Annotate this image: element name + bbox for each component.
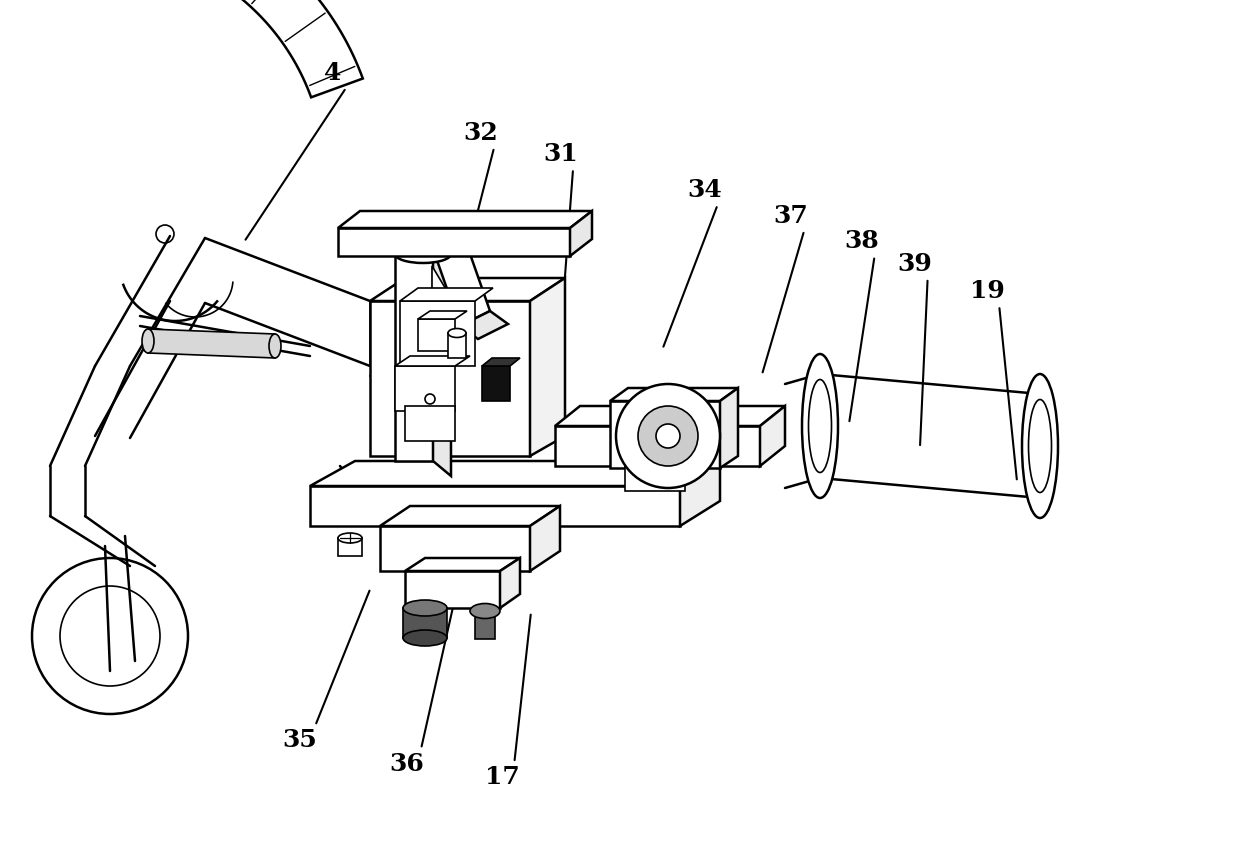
Polygon shape (396, 366, 455, 411)
Polygon shape (379, 506, 560, 526)
Bar (339, 538, 362, 556)
Polygon shape (379, 526, 529, 571)
Polygon shape (529, 506, 560, 571)
Polygon shape (556, 406, 785, 426)
Polygon shape (418, 319, 455, 351)
Polygon shape (310, 461, 720, 486)
Ellipse shape (1028, 400, 1052, 492)
Text: 34: 34 (687, 178, 722, 202)
Polygon shape (405, 558, 520, 571)
Polygon shape (610, 388, 738, 401)
Circle shape (656, 424, 680, 448)
Ellipse shape (1022, 374, 1058, 518)
Polygon shape (401, 301, 475, 366)
Bar (403, 608, 446, 638)
Polygon shape (482, 358, 520, 366)
Ellipse shape (470, 603, 500, 619)
Polygon shape (339, 211, 591, 228)
Polygon shape (720, 388, 738, 468)
Polygon shape (432, 231, 490, 326)
Ellipse shape (396, 245, 451, 263)
Text: 19: 19 (970, 279, 1004, 303)
Text: 36: 36 (389, 752, 424, 776)
Polygon shape (680, 461, 720, 526)
Polygon shape (460, 311, 508, 339)
Ellipse shape (403, 600, 446, 616)
Polygon shape (556, 426, 760, 466)
Polygon shape (500, 558, 520, 608)
Text: 38: 38 (844, 229, 879, 253)
Polygon shape (570, 211, 591, 256)
Polygon shape (401, 288, 494, 301)
Ellipse shape (269, 334, 281, 358)
Circle shape (616, 384, 720, 488)
Text: 37: 37 (774, 204, 808, 228)
Polygon shape (529, 278, 565, 456)
Ellipse shape (448, 329, 466, 337)
Ellipse shape (339, 533, 362, 543)
Text: 35: 35 (283, 728, 317, 752)
Text: 17: 17 (485, 765, 520, 789)
Polygon shape (625, 464, 684, 491)
Polygon shape (370, 278, 565, 301)
Bar (475, 611, 495, 639)
Bar (448, 333, 466, 358)
Polygon shape (610, 401, 720, 468)
Text: 31: 31 (543, 142, 578, 166)
Text: 32: 32 (464, 121, 498, 145)
Ellipse shape (808, 379, 832, 473)
Ellipse shape (403, 630, 446, 646)
Polygon shape (396, 246, 433, 461)
Polygon shape (339, 228, 570, 256)
Polygon shape (760, 406, 785, 466)
Text: 4: 4 (324, 61, 341, 85)
Polygon shape (0, 0, 363, 98)
Polygon shape (482, 366, 510, 401)
Ellipse shape (802, 354, 838, 498)
Polygon shape (625, 456, 697, 464)
Polygon shape (396, 356, 470, 366)
Polygon shape (310, 486, 680, 526)
Polygon shape (148, 329, 275, 358)
Polygon shape (432, 266, 465, 351)
Text: 39: 39 (898, 252, 932, 276)
Polygon shape (405, 571, 500, 608)
Polygon shape (433, 246, 451, 476)
Ellipse shape (143, 329, 154, 353)
Circle shape (639, 406, 698, 466)
Polygon shape (418, 311, 467, 319)
Polygon shape (370, 301, 529, 456)
Polygon shape (405, 406, 455, 441)
